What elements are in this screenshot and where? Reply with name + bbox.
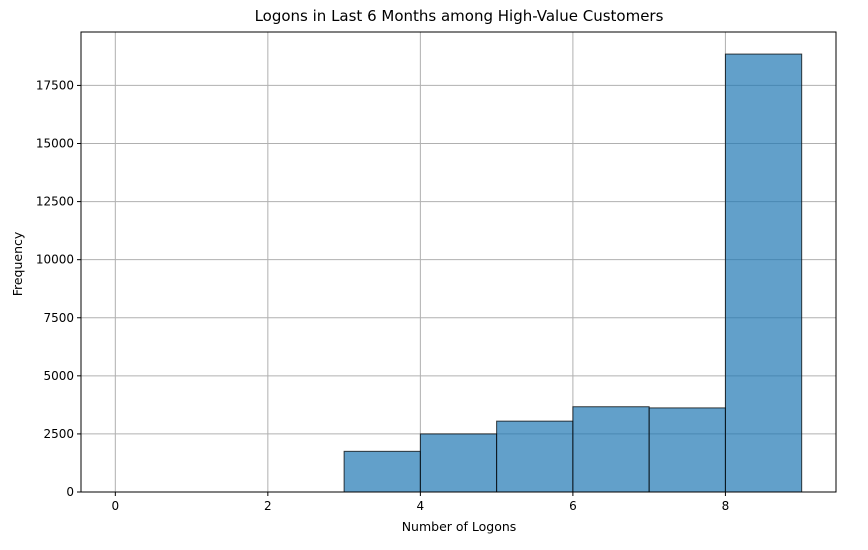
histogram-bar xyxy=(419,433,498,493)
y-tick-label: 7500 xyxy=(43,311,74,325)
y-tick-label: 10000 xyxy=(36,253,74,267)
y-tick-label: 17500 xyxy=(36,78,74,92)
y-axis-label: Frequency xyxy=(10,231,25,296)
histogram-bar xyxy=(343,450,421,493)
histogram-bar xyxy=(572,406,650,493)
histogram-bar xyxy=(496,420,574,493)
x-tick-label: 2 xyxy=(264,499,272,513)
y-tick-label: 0 xyxy=(66,485,74,499)
axes-frame xyxy=(80,31,837,493)
y-tick-label: 5000 xyxy=(43,369,74,383)
chart-title: Logons in Last 6 Months among High-Value… xyxy=(255,7,664,25)
y-tick-label: 12500 xyxy=(36,195,74,209)
axes xyxy=(77,31,837,496)
x-tick-label: 6 xyxy=(569,499,577,513)
histogram-bar xyxy=(648,407,726,493)
y-tick-label: 2500 xyxy=(43,427,74,441)
x-tick-label: 8 xyxy=(722,499,730,513)
histogram-bar xyxy=(724,53,803,493)
x-axis-label: Number of Logons xyxy=(402,519,517,534)
x-tick-label: 0 xyxy=(111,499,119,513)
y-tick-label: 15000 xyxy=(36,137,74,151)
tick-labels: 0 2 4 6 8 0 2500 5000 7500 10000 12500 15000 17500 xyxy=(36,78,729,513)
x-tick-label: 4 xyxy=(417,499,425,513)
